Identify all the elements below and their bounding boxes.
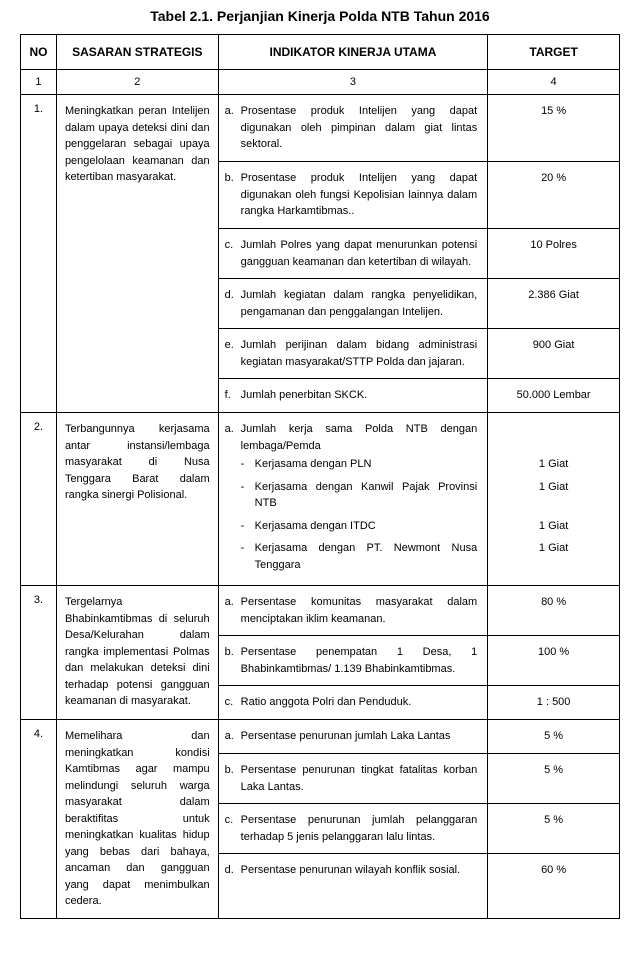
indicator-item: d.Jumlah kegiatan dalam rangka penyelidi…	[219, 279, 488, 329]
indicator-item: b.Persentase penempatan 1 Desa, 1 Bhabin…	[219, 636, 488, 686]
indicator-item: c.Jumlah Polres yang dapat menurunkan po…	[219, 229, 488, 279]
target-item: 5 %	[488, 754, 619, 804]
row-no: 1.	[21, 95, 57, 413]
indicator-letter: c.	[225, 694, 241, 711]
target-item: 2.386 Giat	[488, 279, 619, 329]
target-item: 20 %	[488, 162, 619, 229]
row-target: 15 %20 %10 Polres2.386 Giat900 Giat50.00…	[488, 95, 620, 413]
row-target: 1 Giat1 Giat1 Giat1 Giat	[488, 413, 620, 586]
subhead-1: 1	[21, 70, 57, 95]
target-item: 10 Polres	[488, 229, 619, 279]
table-header-row: NO SASARAN STRATEGIS INDIKATOR KINERJA U…	[21, 35, 620, 70]
header-indikator: INDIKATOR KINERJA UTAMA	[218, 35, 488, 70]
indicator-item: a.Persentase penurunan jumlah Laka Lanta…	[219, 720, 488, 754]
indicator-letter: c.	[225, 812, 241, 845]
indicator-text: Persentase penurunan wilayah konflik sos…	[241, 862, 478, 879]
indicator-letter: b.	[225, 644, 241, 677]
target-item: 15 %	[488, 95, 619, 162]
indicator-item: a.Persentase komunitas masyarakat dalam …	[219, 586, 488, 636]
indicator-item: c.Ratio anggota Polri dan Penduduk.	[219, 686, 488, 719]
indicator-item: c.Persentase penurunan jumlah pelanggara…	[219, 804, 488, 854]
indicator-letter: c.	[225, 237, 241, 270]
indicator-item: a.Jumlah kerja sama Polda NTB dengan lem…	[219, 413, 488, 585]
indicator-letter: a.	[225, 103, 241, 153]
row-no: 2.	[21, 413, 57, 586]
indicator-letter: e.	[225, 337, 241, 370]
target-subitem: 1 Giat	[492, 454, 615, 477]
indicator-text: Jumlah penerbitan SKCK.	[241, 387, 478, 404]
row-indikator: a.Persentase komunitas masyarakat dalam …	[218, 586, 488, 720]
indicator-text: Persentase penempatan 1 Desa, 1 Bhabinka…	[241, 644, 478, 677]
indicator-letter: a.	[225, 421, 241, 577]
indicator-text: Jumlah kegiatan dalam rangka penyelidika…	[241, 287, 478, 320]
indicator-letter: a.	[225, 594, 241, 627]
indicator-text: Persentase penurunan jumlah Laka Lantas	[241, 728, 478, 745]
subhead-4: 4	[488, 70, 620, 95]
indicator-letter: a.	[225, 728, 241, 745]
table-row: 4.Memelihara dan meningkatkan kondisi Ka…	[21, 720, 620, 919]
indicator-item: d.Persentase penurunan wilayah konflik s…	[219, 854, 488, 887]
indicator-text: Persentase penurunan tingkat fatalitas k…	[241, 762, 478, 795]
target-item: 100 %	[488, 636, 619, 686]
header-target: TARGET	[488, 35, 620, 70]
row-no: 3.	[21, 586, 57, 720]
indicator-subitem: -Kerjasama dengan PLN	[241, 454, 478, 477]
row-sasaran: Tergelarnya Bhabinkamtibmas di seluruh D…	[56, 586, 218, 720]
target-item: 1 Giat1 Giat1 Giat1 Giat	[488, 413, 619, 585]
table-row: 2.Terbangunnya kerjasama antar instansi/…	[21, 413, 620, 586]
row-sasaran: Memelihara dan meningkatkan kondisi Kamt…	[56, 720, 218, 919]
indicator-text: Prosentase produk Intelijen yang dapat d…	[241, 170, 478, 220]
subhead-2: 2	[56, 70, 218, 95]
target-item: 5 %	[488, 720, 619, 754]
indicator-text: Jumlah Polres yang dapat menurunkan pote…	[241, 237, 478, 270]
indicator-text: Jumlah kerja sama Polda NTB dengan lemba…	[241, 421, 478, 577]
row-indikator: a.Jumlah kerja sama Polda NTB dengan lem…	[218, 413, 488, 586]
table-subheader-row: 1 2 3 4	[21, 70, 620, 95]
target-item: 1 : 500	[488, 686, 619, 719]
indicator-letter: f.	[225, 387, 241, 404]
performance-table: NO SASARAN STRATEGIS INDIKATOR KINERJA U…	[20, 34, 620, 919]
row-sasaran: Meningkatkan peran Intelijen dalam upaya…	[56, 95, 218, 413]
target-item: 5 %	[488, 804, 619, 854]
table-row: 1.Meningkatkan peran Intelijen dalam upa…	[21, 95, 620, 413]
indicator-item: a.Prosentase produk Intelijen yang dapat…	[219, 95, 488, 162]
header-no: NO	[21, 35, 57, 70]
subhead-3: 3	[218, 70, 488, 95]
indicator-item: b.Prosentase produk Intelijen yang dapat…	[219, 162, 488, 229]
indicator-letter: b.	[225, 170, 241, 220]
indicator-item: b.Persentase penurunan tingkat fatalitas…	[219, 754, 488, 804]
target-subitem: 1 Giat	[492, 477, 615, 516]
indicator-letter: b.	[225, 762, 241, 795]
indicator-text: Jumlah perijinan dalam bidang administra…	[241, 337, 478, 370]
target-item: 80 %	[488, 586, 619, 636]
target-subitem: 1 Giat	[492, 538, 615, 577]
indicator-text: Prosentase produk Intelijen yang dapat d…	[241, 103, 478, 153]
indicator-text: Persentase komunitas masyarakat dalam me…	[241, 594, 478, 627]
row-target: 80 %100 %1 : 500	[488, 586, 620, 720]
row-sasaran: Terbangunnya kerjasama antar instansi/le…	[56, 413, 218, 586]
target-subitem: 1 Giat	[492, 516, 615, 539]
table-title: Tabel 2.1. Perjanjian Kinerja Polda NTB …	[20, 8, 620, 24]
row-indikator: a.Prosentase produk Intelijen yang dapat…	[218, 95, 488, 413]
row-target: 5 %5 %5 %60 %	[488, 720, 620, 919]
indicator-subitem: -Kerjasama dengan Kanwil Pajak Provinsi …	[241, 477, 478, 516]
row-no: 4.	[21, 720, 57, 919]
indicator-subitem: -Kerjasama dengan ITDC	[241, 516, 478, 539]
row-indikator: a.Persentase penurunan jumlah Laka Lanta…	[218, 720, 488, 919]
target-item: 60 %	[488, 854, 619, 887]
indicator-item: e.Jumlah perijinan dalam bidang administ…	[219, 329, 488, 379]
indicator-subitem: -Kerjasama dengan PT. Newmont Nusa Tengg…	[241, 538, 478, 577]
target-item: 900 Giat	[488, 329, 619, 379]
indicator-letter: d.	[225, 862, 241, 879]
indicator-item: f.Jumlah penerbitan SKCK.	[219, 379, 488, 412]
header-sasaran: SASARAN STRATEGIS	[56, 35, 218, 70]
indicator-text: Ratio anggota Polri dan Penduduk.	[241, 694, 478, 711]
indicator-text: Persentase penurunan jumlah pelanggaran …	[241, 812, 478, 845]
target-item: 50.000 Lembar	[488, 379, 619, 412]
indicator-letter: d.	[225, 287, 241, 320]
table-row: 3.Tergelarnya Bhabinkamtibmas di seluruh…	[21, 586, 620, 720]
